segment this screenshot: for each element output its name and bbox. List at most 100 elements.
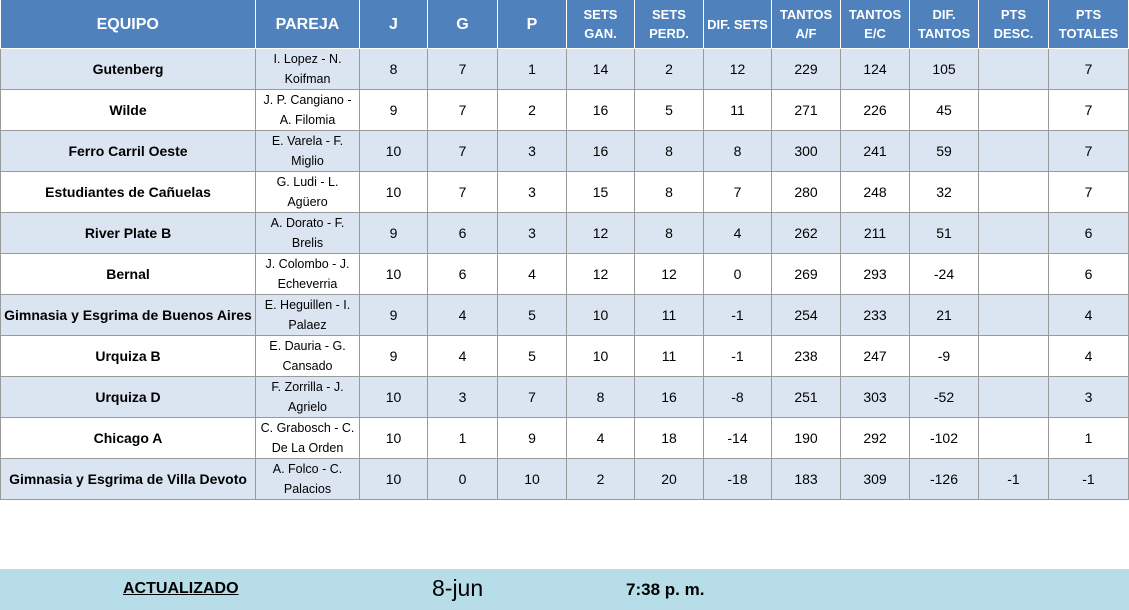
pair-cell: E. Dauria - G. Cansado xyxy=(255,335,360,377)
won-cell: 7 xyxy=(427,48,498,90)
team-cell: Urquiza D xyxy=(0,376,256,418)
sets-won-cell: 15 xyxy=(566,171,635,213)
header-team: EQUIPO xyxy=(0,0,256,49)
played-cell: 9 xyxy=(359,89,428,131)
points-against-cell: 211 xyxy=(840,212,910,254)
sets-diff-cell: -1 xyxy=(703,335,772,377)
pair-cell: F. Zorrilla - J. Agrielo xyxy=(255,376,360,418)
sets-lost-cell: 20 xyxy=(634,458,704,500)
lost-cell: 3 xyxy=(497,130,567,172)
pts-deducted-cell xyxy=(978,171,1049,213)
sets-diff-cell: 0 xyxy=(703,253,772,295)
team-cell: Ferro Carril Oeste xyxy=(0,130,256,172)
sets-diff-cell: -1 xyxy=(703,294,772,336)
sets-diff-cell: 4 xyxy=(703,212,772,254)
table-row: Ferro Carril Oeste E. Varela - F. Miglio 1… xyxy=(0,130,1129,172)
pts-total-cell: 7 xyxy=(1048,89,1129,131)
sets-won-cell: 4 xyxy=(566,417,635,459)
sets-diff-cell: 12 xyxy=(703,48,772,90)
points-diff-cell: 105 xyxy=(909,48,979,90)
table-row: Urquiza D F. Zorrilla - J. Agrielo 10 3 7 8 16… xyxy=(0,376,1129,418)
pair-cell: A. Dorato - F. Brelis xyxy=(255,212,360,254)
sets-diff-cell: 11 xyxy=(703,89,772,131)
sets-lost-cell: 8 xyxy=(634,212,704,254)
points-against-cell: 247 xyxy=(840,335,910,377)
lost-cell: 10 xyxy=(497,458,567,500)
sets-won-cell: 12 xyxy=(566,253,635,295)
won-cell: 6 xyxy=(427,212,498,254)
sets-lost-cell: 18 xyxy=(634,417,704,459)
table-row: River Plate B A. Dorato - F. Brelis 9 6 3 12 8… xyxy=(0,212,1129,254)
sets-lost-cell: 16 xyxy=(634,376,704,418)
pts-deducted-cell xyxy=(978,212,1049,254)
points-diff-cell: 45 xyxy=(909,89,979,131)
header-j: J xyxy=(359,0,428,49)
lost-cell: 5 xyxy=(497,335,567,377)
team-cell: Wilde xyxy=(0,89,256,131)
updated-label: ACTUALIZADO xyxy=(123,580,239,597)
pair-cell: G. Ludi - L. Agüero xyxy=(255,171,360,213)
header-sets-diff: DIF. SETS xyxy=(703,0,772,49)
lost-cell: 9 xyxy=(497,417,567,459)
points-against-cell: 124 xyxy=(840,48,910,90)
points-diff-cell: 51 xyxy=(909,212,979,254)
points-against-cell: 303 xyxy=(840,376,910,418)
sets-lost-cell: 12 xyxy=(634,253,704,295)
sets-won-cell: 16 xyxy=(566,89,635,131)
sets-lost-cell: 8 xyxy=(634,130,704,172)
sets-won-cell: 16 xyxy=(566,130,635,172)
won-cell: 6 xyxy=(427,253,498,295)
played-cell: 10 xyxy=(359,376,428,418)
header-points-diff: DIF. TANTOS xyxy=(909,0,979,49)
team-cell: Urquiza B xyxy=(0,335,256,377)
lost-cell: 3 xyxy=(497,212,567,254)
played-cell: 10 xyxy=(359,171,428,213)
table-row: Gimnasia y Esgrima de Buenos Aires E. Heg… xyxy=(0,294,1129,336)
pts-deducted-cell xyxy=(978,253,1049,295)
points-for-cell: 269 xyxy=(771,253,841,295)
pair-cell: A. Folco - C. Palacios xyxy=(255,458,360,500)
sets-won-cell: 10 xyxy=(566,335,635,377)
pair-cell: E. Heguillen - I. Palaez xyxy=(255,294,360,336)
team-cell: Gutenberg xyxy=(0,48,256,90)
sets-diff-cell: -8 xyxy=(703,376,772,418)
table-row: Bernal J. Colombo - J. Echeverria 10 6 4 12 12… xyxy=(0,253,1129,295)
points-diff-cell: -9 xyxy=(909,335,979,377)
sets-won-cell: 10 xyxy=(566,294,635,336)
pair-cell: E. Varela - F. Miglio xyxy=(255,130,360,172)
team-cell: River Plate B xyxy=(0,212,256,254)
pts-total-cell: 7 xyxy=(1048,48,1129,90)
pts-deducted-cell xyxy=(978,48,1049,90)
points-for-cell: 271 xyxy=(771,89,841,131)
header-g: G xyxy=(427,0,498,49)
points-for-cell: 251 xyxy=(771,376,841,418)
pts-total-cell: 7 xyxy=(1048,130,1129,172)
header-pts-deducted: PTS DESC. xyxy=(978,0,1049,49)
points-diff-cell: 21 xyxy=(909,294,979,336)
pts-deducted-cell xyxy=(978,335,1049,377)
team-cell: Gimnasia y Esgrima de Buenos Aires xyxy=(0,294,256,336)
lost-cell: 3 xyxy=(497,171,567,213)
pts-deducted-cell xyxy=(978,130,1049,172)
team-cell: Bernal xyxy=(0,253,256,295)
team-cell: Estudiantes de Cañuelas xyxy=(0,171,256,213)
pts-deducted-cell xyxy=(978,89,1049,131)
pts-total-cell: 4 xyxy=(1048,294,1129,336)
header-sets-won: SETS GAN. xyxy=(566,0,635,49)
won-cell: 4 xyxy=(427,294,498,336)
points-against-cell: 309 xyxy=(840,458,910,500)
header-pts-total: PTS TOTALES xyxy=(1048,0,1129,49)
won-cell: 7 xyxy=(427,89,498,131)
pts-total-cell: 6 xyxy=(1048,253,1129,295)
sets-lost-cell: 8 xyxy=(634,171,704,213)
sets-lost-cell: 11 xyxy=(634,294,704,336)
won-cell: 7 xyxy=(427,171,498,213)
points-against-cell: 233 xyxy=(840,294,910,336)
header-points-against: TANTOS E/C xyxy=(840,0,910,49)
sets-won-cell: 2 xyxy=(566,458,635,500)
points-against-cell: 293 xyxy=(840,253,910,295)
pts-total-cell: -1 xyxy=(1048,458,1129,500)
pair-cell: I. Lopez - N. Koifman xyxy=(255,48,360,90)
header-p: P xyxy=(497,0,567,49)
won-cell: 0 xyxy=(427,458,498,500)
